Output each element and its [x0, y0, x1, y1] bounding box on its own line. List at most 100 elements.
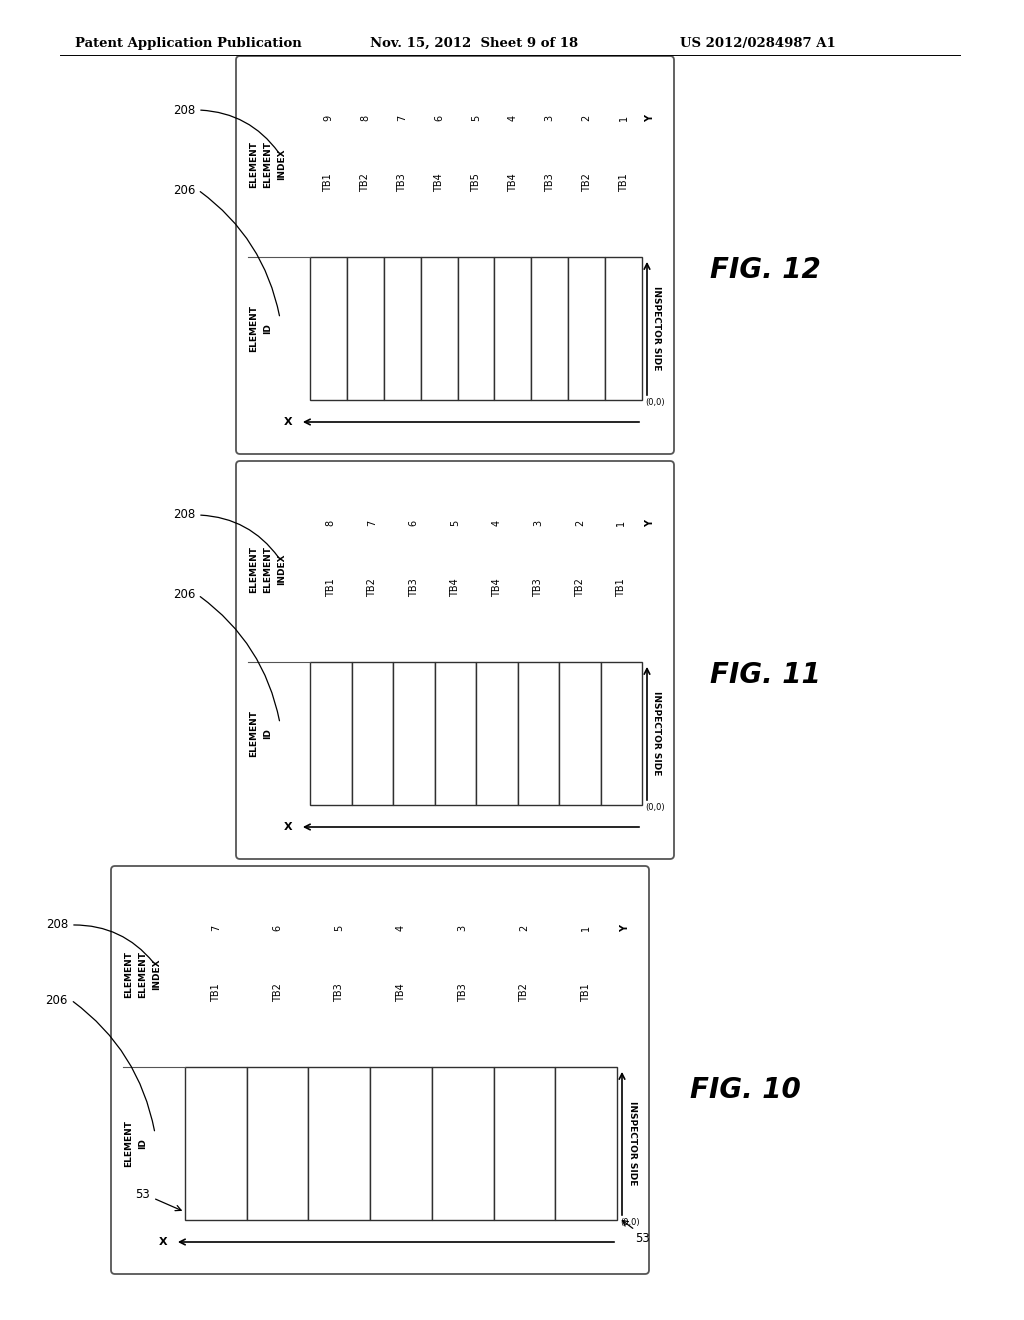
Bar [421, 257, 458, 400]
Text: ID: ID [138, 1138, 147, 1148]
Text: TB3: TB3 [409, 578, 419, 598]
Bar [393, 663, 434, 805]
Text: (0,0): (0,0) [645, 399, 665, 407]
Text: 3: 3 [458, 925, 468, 932]
Bar [308, 1067, 370, 1220]
Text: TB2: TB2 [519, 983, 529, 1002]
Text: ELEMENT: ELEMENT [250, 546, 258, 593]
Text: ELEMENT: ELEMENT [125, 950, 133, 998]
Bar [351, 663, 393, 805]
Text: 7: 7 [211, 925, 221, 932]
Bar [247, 1067, 308, 1220]
Bar [310, 257, 347, 400]
Text: INDEX: INDEX [278, 553, 287, 585]
Text: 2: 2 [519, 925, 529, 932]
Text: TB1: TB1 [324, 174, 334, 193]
Bar [310, 663, 351, 805]
Text: 206: 206 [173, 589, 195, 602]
Text: TB1: TB1 [616, 578, 627, 598]
Text: 5: 5 [334, 925, 344, 932]
Text: FIG. 10: FIG. 10 [690, 1076, 801, 1104]
Text: TB1: TB1 [326, 578, 336, 598]
Text: 2: 2 [582, 115, 592, 121]
Text: 9: 9 [324, 115, 334, 121]
Text: INSPECTOR SIDE: INSPECTOR SIDE [628, 1101, 637, 1185]
Text: 206: 206 [173, 183, 195, 197]
Text: Nov. 15, 2012  Sheet 9 of 18: Nov. 15, 2012 Sheet 9 of 18 [370, 37, 579, 50]
Text: X: X [159, 1237, 167, 1247]
Text: 5: 5 [471, 115, 481, 121]
Bar [185, 1067, 247, 1220]
Bar [432, 1067, 494, 1220]
FancyBboxPatch shape [236, 461, 674, 859]
Text: INDEX: INDEX [153, 958, 162, 990]
Text: (0,0): (0,0) [645, 803, 665, 812]
Bar [517, 663, 559, 805]
Text: 3: 3 [534, 520, 544, 527]
Text: 4: 4 [508, 115, 518, 121]
Text: 208: 208 [173, 103, 195, 116]
Text: X: X [284, 417, 292, 426]
Bar [347, 257, 384, 400]
Text: FIG. 11: FIG. 11 [710, 661, 821, 689]
Text: 4: 4 [492, 520, 502, 527]
Text: FIG. 12: FIG. 12 [710, 256, 821, 284]
Text: INSPECTOR SIDE: INSPECTOR SIDE [652, 692, 662, 776]
Text: TB2: TB2 [582, 173, 592, 193]
Text: TB3: TB3 [458, 983, 468, 1002]
Text: TB1: TB1 [582, 983, 591, 1002]
Text: TB5: TB5 [471, 173, 481, 193]
Text: 206: 206 [46, 994, 68, 1006]
Text: 7: 7 [368, 520, 377, 527]
Bar [555, 1067, 617, 1220]
Text: ELEMENT: ELEMENT [263, 546, 272, 593]
Text: 3: 3 [545, 115, 555, 121]
FancyBboxPatch shape [111, 866, 649, 1274]
Text: 6: 6 [434, 115, 444, 121]
Text: (0,0): (0,0) [620, 1218, 640, 1228]
Bar [458, 257, 495, 400]
Text: TB2: TB2 [574, 578, 585, 598]
Text: TB4: TB4 [434, 174, 444, 193]
Text: TB3: TB3 [397, 174, 408, 193]
Text: Y: Y [645, 520, 655, 527]
Text: 1: 1 [582, 925, 591, 932]
Text: 208: 208 [46, 919, 68, 932]
Text: US 2012/0284987 A1: US 2012/0284987 A1 [680, 37, 836, 50]
Bar [476, 663, 517, 805]
Text: TB3: TB3 [545, 174, 555, 193]
Text: 5: 5 [451, 520, 460, 527]
Bar [531, 257, 568, 400]
Bar [600, 663, 642, 805]
Bar [605, 257, 642, 400]
Text: TB4: TB4 [396, 983, 406, 1002]
Text: TB2: TB2 [360, 173, 371, 193]
Text: ELEMENT: ELEMENT [125, 1119, 133, 1167]
Text: 1: 1 [616, 520, 627, 527]
Text: 6: 6 [409, 520, 419, 527]
Bar [494, 1067, 555, 1220]
Bar [384, 257, 421, 400]
Text: 4: 4 [396, 925, 406, 932]
Text: ELEMENT: ELEMENT [250, 710, 258, 756]
Text: Y: Y [620, 925, 630, 932]
Text: TB2: TB2 [368, 578, 377, 598]
Bar [559, 663, 600, 805]
Text: INSPECTOR SIDE: INSPECTOR SIDE [652, 286, 662, 371]
Text: TB4: TB4 [492, 578, 502, 598]
Text: 208: 208 [173, 508, 195, 521]
Text: TB3: TB3 [334, 983, 344, 1002]
Text: ID: ID [263, 323, 272, 334]
Text: ELEMENT: ELEMENT [250, 141, 258, 187]
Text: 7: 7 [397, 115, 408, 121]
Text: 53: 53 [635, 1232, 650, 1245]
Text: 8: 8 [360, 115, 371, 121]
Text: 53: 53 [135, 1188, 150, 1201]
Text: 2: 2 [574, 520, 585, 527]
Text: Patent Application Publication: Patent Application Publication [75, 37, 302, 50]
Text: TB4: TB4 [451, 578, 460, 598]
Text: ELEMENT: ELEMENT [138, 950, 147, 998]
Text: X: X [284, 822, 292, 832]
Bar [370, 1067, 432, 1220]
Text: TB2: TB2 [272, 983, 283, 1002]
